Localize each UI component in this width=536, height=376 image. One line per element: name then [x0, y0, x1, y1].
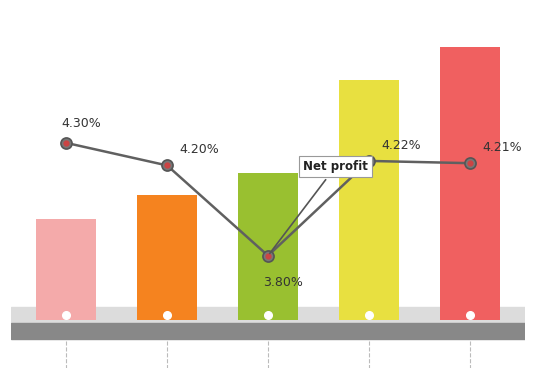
Bar [238, 173, 298, 320]
Bar [137, 195, 197, 320]
Text: 4.22%: 4.22% [381, 139, 421, 152]
Text: 3.80%: 3.80% [263, 276, 303, 289]
Text: 4.21%: 4.21% [482, 141, 522, 154]
Text: Net profit: Net profit [270, 160, 368, 253]
Bar [440, 47, 500, 320]
Text: 4.20%: 4.20% [179, 143, 219, 156]
Bar [36, 219, 96, 320]
Bar [339, 80, 399, 320]
Text: 4.30%: 4.30% [61, 117, 101, 130]
Bar [11, 323, 525, 339]
Bar [11, 307, 525, 323]
